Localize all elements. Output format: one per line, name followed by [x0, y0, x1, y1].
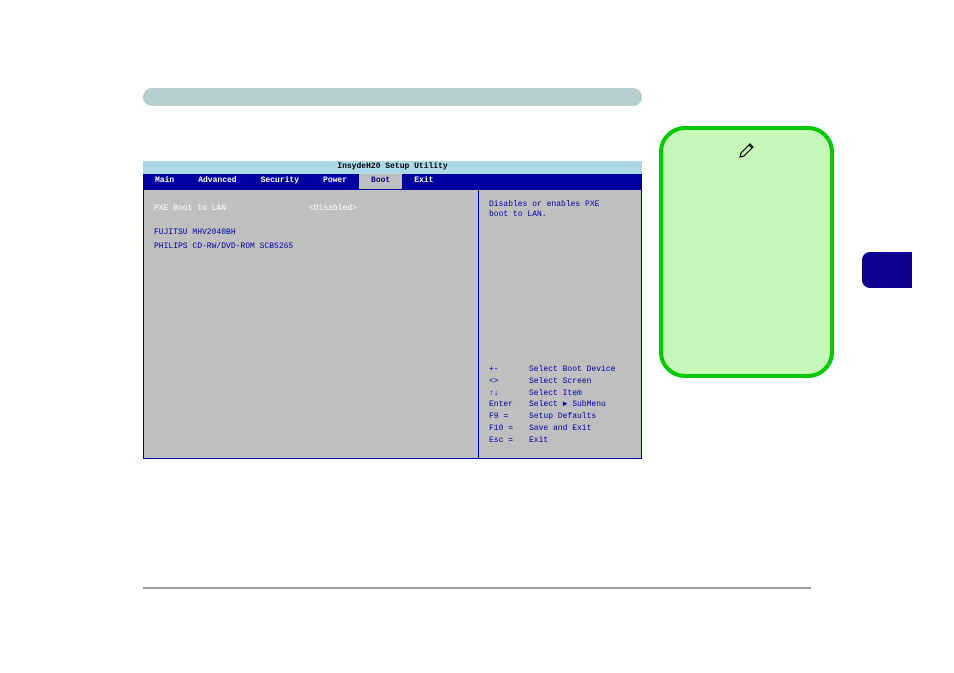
footer-rule: [143, 587, 811, 589]
bios-body: PXE Boot to LAN <Disabled> FUJITSU MHV20…: [143, 189, 642, 459]
tab-exit[interactable]: Exit: [402, 174, 445, 189]
hotkey-row: F10 =Save and Exit: [489, 424, 631, 435]
boot-device-1[interactable]: PHILIPS CD-RW/DVD-ROM SCB5265: [154, 242, 468, 253]
tab-security[interactable]: Security: [249, 174, 311, 189]
page-side-tab: [862, 252, 912, 288]
tab-main[interactable]: Main: [143, 174, 186, 189]
pencil-icon: [737, 140, 757, 165]
help-line-0: Disables or enables PXE: [489, 200, 631, 211]
tab-advanced[interactable]: Advanced: [186, 174, 248, 189]
note-box: [659, 126, 834, 378]
tab-power[interactable]: Power: [311, 174, 359, 189]
bios-right-panel: Disables or enables PXE boot to LAN. +-S…: [478, 189, 642, 459]
bios-window: InsydeH20 Setup Utility Main Advanced Se…: [143, 161, 642, 456]
pxe-boot-label: PXE Boot to LAN: [154, 204, 309, 215]
hotkey-row: +-Select Boot Device: [489, 365, 631, 376]
bios-hotkey-list: +-Select Boot Device <>Select Screen ↑↓S…: [489, 365, 631, 448]
bios-help-text: Disables or enables PXE boot to LAN.: [489, 200, 631, 222]
section-heading-bar: [143, 88, 642, 106]
hotkey-row: F9 =Setup Defaults: [489, 412, 631, 423]
hotkey-row: Esc =Exit: [489, 436, 631, 447]
tab-boot[interactable]: Boot: [359, 174, 402, 189]
help-line-1: boot to LAN.: [489, 210, 631, 221]
boot-device-0[interactable]: FUJITSU MHV2040BH: [154, 228, 468, 239]
hotkey-row: ↑↓Select Item: [489, 389, 631, 400]
pxe-boot-row[interactable]: PXE Boot to LAN <Disabled>: [154, 204, 468, 215]
bios-tab-row: Main Advanced Security Power Boot Exit: [143, 174, 642, 189]
pxe-boot-value: <Disabled>: [309, 204, 357, 215]
bios-title: InsydeH20 Setup Utility: [143, 161, 642, 174]
hotkey-row: <>Select Screen: [489, 377, 631, 388]
bios-left-panel: PXE Boot to LAN <Disabled> FUJITSU MHV20…: [143, 189, 478, 459]
hotkey-row: EnterSelect ► SubMenu: [489, 400, 631, 411]
